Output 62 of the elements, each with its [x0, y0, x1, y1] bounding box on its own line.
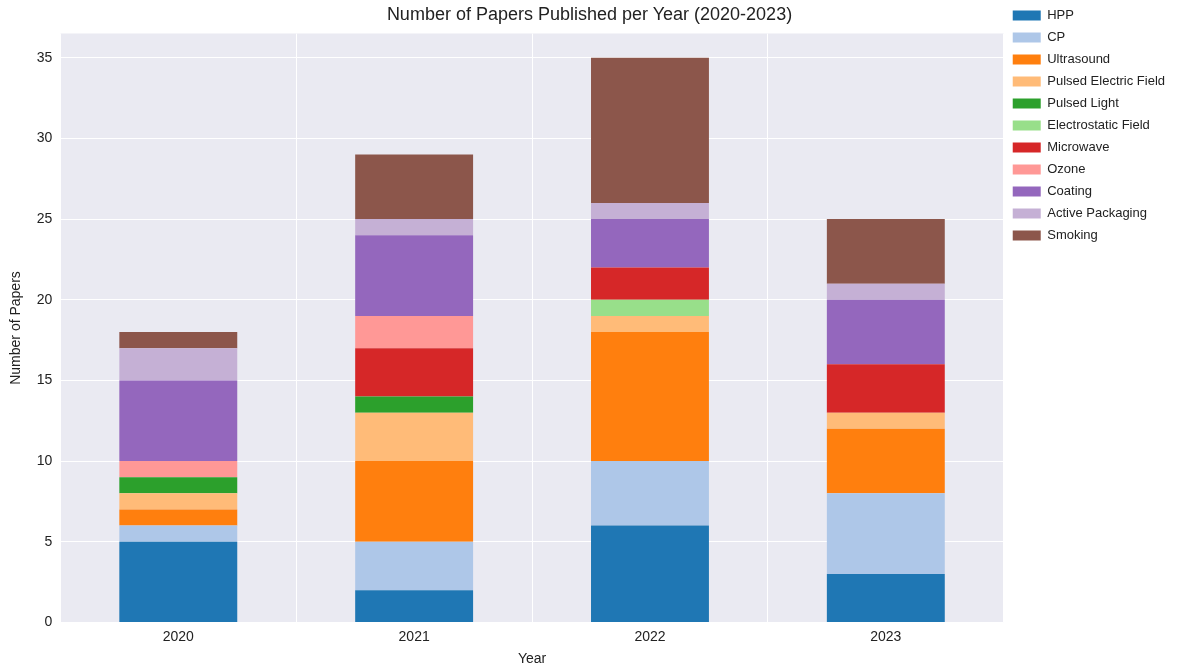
bar — [826, 574, 945, 622]
bar — [826, 364, 945, 413]
legend-label: CP — [1047, 29, 1066, 45]
chart-title: Number of Papers Published per Year (2020-2023) — [386, 3, 793, 24]
bar — [355, 235, 474, 316]
legend-label: Electrostatic Field — [1047, 117, 1150, 133]
x-axis-title: Year — [517, 650, 547, 667]
y-tick-label: 5 — [44, 532, 53, 549]
legend-label: Smoking — [1047, 227, 1098, 243]
bar — [119, 509, 238, 526]
bar — [826, 412, 945, 429]
bar — [591, 315, 709, 333]
bar — [826, 428, 945, 494]
bar — [355, 154, 474, 220]
y-tick-label: 20 — [36, 290, 53, 307]
y-tick-label: 0 — [44, 613, 53, 630]
bar — [119, 348, 238, 381]
x-tick-label: 2021 — [398, 627, 430, 644]
bar — [826, 283, 945, 300]
bar — [591, 202, 709, 220]
y-tick-label: 10 — [36, 451, 53, 468]
x-tick-label: 2020 — [162, 627, 195, 644]
y-tick-label: 35 — [36, 48, 53, 65]
bar — [119, 493, 238, 510]
y-axis-title: Number of Papers — [7, 271, 24, 385]
y-tick-label: 25 — [36, 209, 53, 226]
bar — [355, 541, 474, 591]
legend-label: Pulsed Electric Field — [1047, 73, 1166, 89]
bar — [591, 57, 709, 203]
bar — [355, 348, 474, 397]
bar — [591, 525, 709, 622]
x-tick-label: 2023 — [870, 627, 902, 644]
x-tick-label: 2022 — [634, 627, 666, 644]
bar — [355, 396, 474, 413]
bar — [591, 219, 709, 268]
bar — [591, 299, 709, 316]
bar — [826, 493, 945, 575]
legend-label: HPP — [1047, 7, 1074, 23]
legend-label: Ozone — [1047, 161, 1086, 177]
bar — [355, 461, 474, 542]
bar — [591, 267, 709, 300]
bar — [119, 461, 238, 478]
legend-label: Active Packaging — [1047, 205, 1147, 221]
bar — [591, 332, 709, 462]
legend-label: Coating — [1047, 183, 1093, 199]
legend-label: Microwave — [1047, 139, 1110, 155]
bar — [826, 219, 945, 284]
bar — [355, 315, 474, 349]
bar — [355, 219, 474, 236]
bar — [119, 525, 238, 542]
bar — [826, 299, 945, 365]
bar — [119, 477, 238, 494]
bar — [119, 541, 238, 622]
legend-label: Pulsed Light — [1047, 95, 1120, 111]
legend-label: Ultrasound — [1047, 51, 1111, 67]
bar — [355, 412, 474, 462]
y-tick-label: 15 — [36, 371, 53, 388]
bar — [119, 332, 238, 349]
bar — [591, 461, 709, 526]
bar — [119, 380, 238, 462]
bar — [355, 590, 474, 622]
y-tick-label: 30 — [36, 129, 53, 146]
